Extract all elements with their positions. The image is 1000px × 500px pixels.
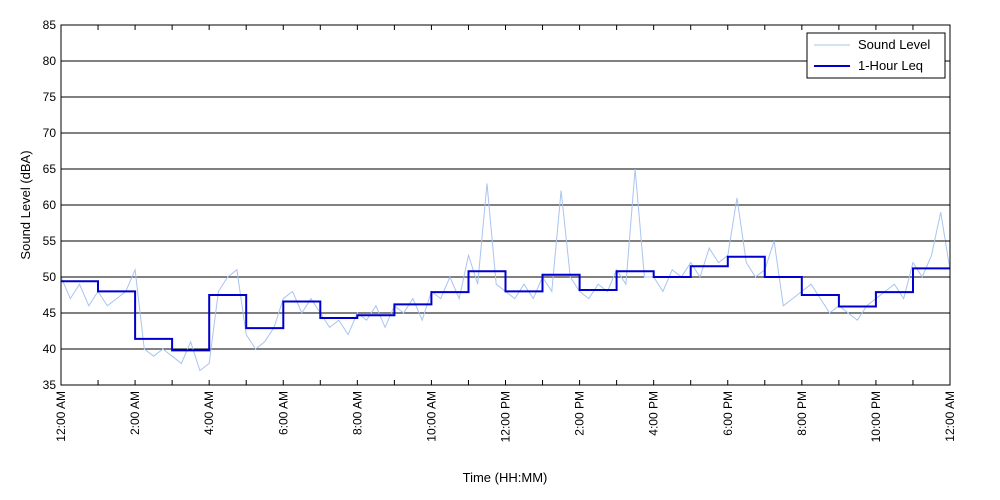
x-tick-label: 12:00 AM [943, 391, 957, 442]
y-tick-label: 65 [43, 162, 57, 176]
x-tick-label: 6:00 AM [276, 391, 290, 435]
x-tick-label: 4:00 PM [647, 391, 661, 436]
x-tick-label: 8:00 AM [350, 391, 364, 435]
x-tick-label: 8:00 PM [795, 391, 809, 436]
legend: Sound Level 1-Hour Leq [806, 32, 946, 79]
series-layer [60, 168, 951, 372]
y-tick-label: 60 [43, 198, 57, 212]
x-tick-label: 2:00 AM [128, 391, 142, 435]
y-axis: 35 40 45 50 55 60 65 70 75 80 85 [43, 18, 950, 392]
y-tick-label: 50 [43, 270, 57, 284]
y-tick-label: 35 [43, 378, 57, 392]
x-tick-label: 12:00 PM [499, 391, 513, 442]
x-tick-label: 4:00 AM [202, 391, 216, 435]
y-tick-label: 55 [43, 234, 57, 248]
y-axis-title: Sound Level (dBA) [18, 150, 33, 259]
legend-label-sound-level: Sound Level [858, 37, 930, 52]
y-tick-label: 75 [43, 90, 57, 104]
series-line-1-hour-leq [61, 255, 950, 352]
y-tick-label: 45 [43, 306, 57, 320]
x-axis: 12:00 AM 2:00 AM 4:00 AM 6:00 AM 8:00 AM 10:0… [54, 25, 957, 442]
x-tick-label: 2:00 PM [573, 391, 587, 436]
legend-box [806, 32, 946, 79]
y-tick-label: 40 [43, 342, 57, 356]
x-tick-label: 10:00 PM [869, 391, 883, 442]
x-tick-label: 10:00 AM [424, 391, 438, 442]
y-tick-label: 80 [43, 54, 57, 68]
x-tick-label: 12:00 AM [54, 391, 68, 442]
y-tick-label: 70 [43, 126, 57, 140]
y-tick-label: 85 [43, 18, 57, 32]
x-tick-label: 6:00 PM [721, 391, 735, 436]
legend-label-1-hour-leq: 1-Hour Leq [858, 58, 923, 73]
x-axis-title: Time (HH:MM) [463, 470, 548, 485]
